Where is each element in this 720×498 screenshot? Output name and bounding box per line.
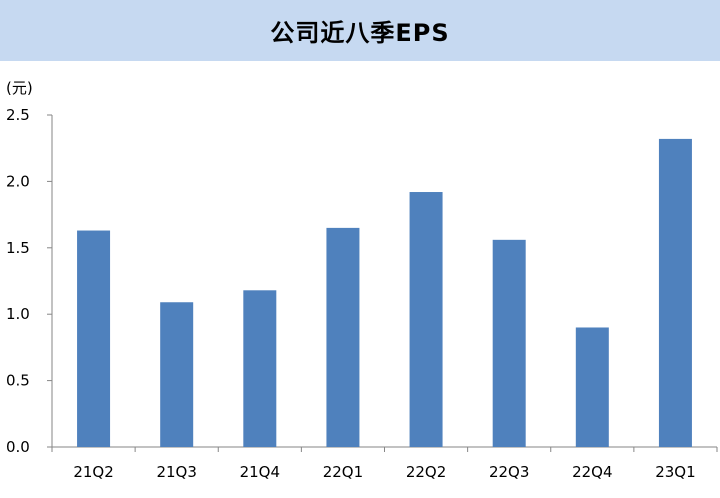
x-tick-label: 22Q1 xyxy=(323,463,363,481)
y-tick-label: 0.0 xyxy=(6,438,30,456)
bar-21Q2 xyxy=(77,230,111,447)
y-tick-label: 1.5 xyxy=(6,239,30,257)
x-tick-label: 23Q1 xyxy=(655,463,695,481)
bar-22Q1 xyxy=(326,227,360,447)
x-tick-label: 22Q4 xyxy=(572,463,612,481)
bar-23Q1 xyxy=(658,138,692,448)
x-tick-label: 22Q3 xyxy=(489,463,529,481)
x-tick-label: 21Q2 xyxy=(73,463,113,481)
title-bar: 公司近八季EPS xyxy=(0,0,720,61)
bar-22Q3 xyxy=(492,239,526,447)
y-tick-label: 2.5 xyxy=(6,106,30,124)
y-tick-label: 0.5 xyxy=(6,372,30,390)
x-tick-label: 22Q2 xyxy=(406,463,446,481)
y-tick-label: 1.0 xyxy=(6,305,30,323)
y-tick-label: 2.0 xyxy=(6,172,30,190)
x-tick-label: 21Q4 xyxy=(240,463,280,481)
bar-21Q4 xyxy=(243,290,277,447)
bar-22Q2 xyxy=(409,192,443,447)
y-axis-unit-label: (元) xyxy=(6,79,33,97)
x-tick-label: 21Q3 xyxy=(156,463,196,481)
chart-title: 公司近八季EPS xyxy=(270,19,450,47)
bar-22Q4 xyxy=(575,327,609,447)
bar-21Q3 xyxy=(160,302,194,447)
